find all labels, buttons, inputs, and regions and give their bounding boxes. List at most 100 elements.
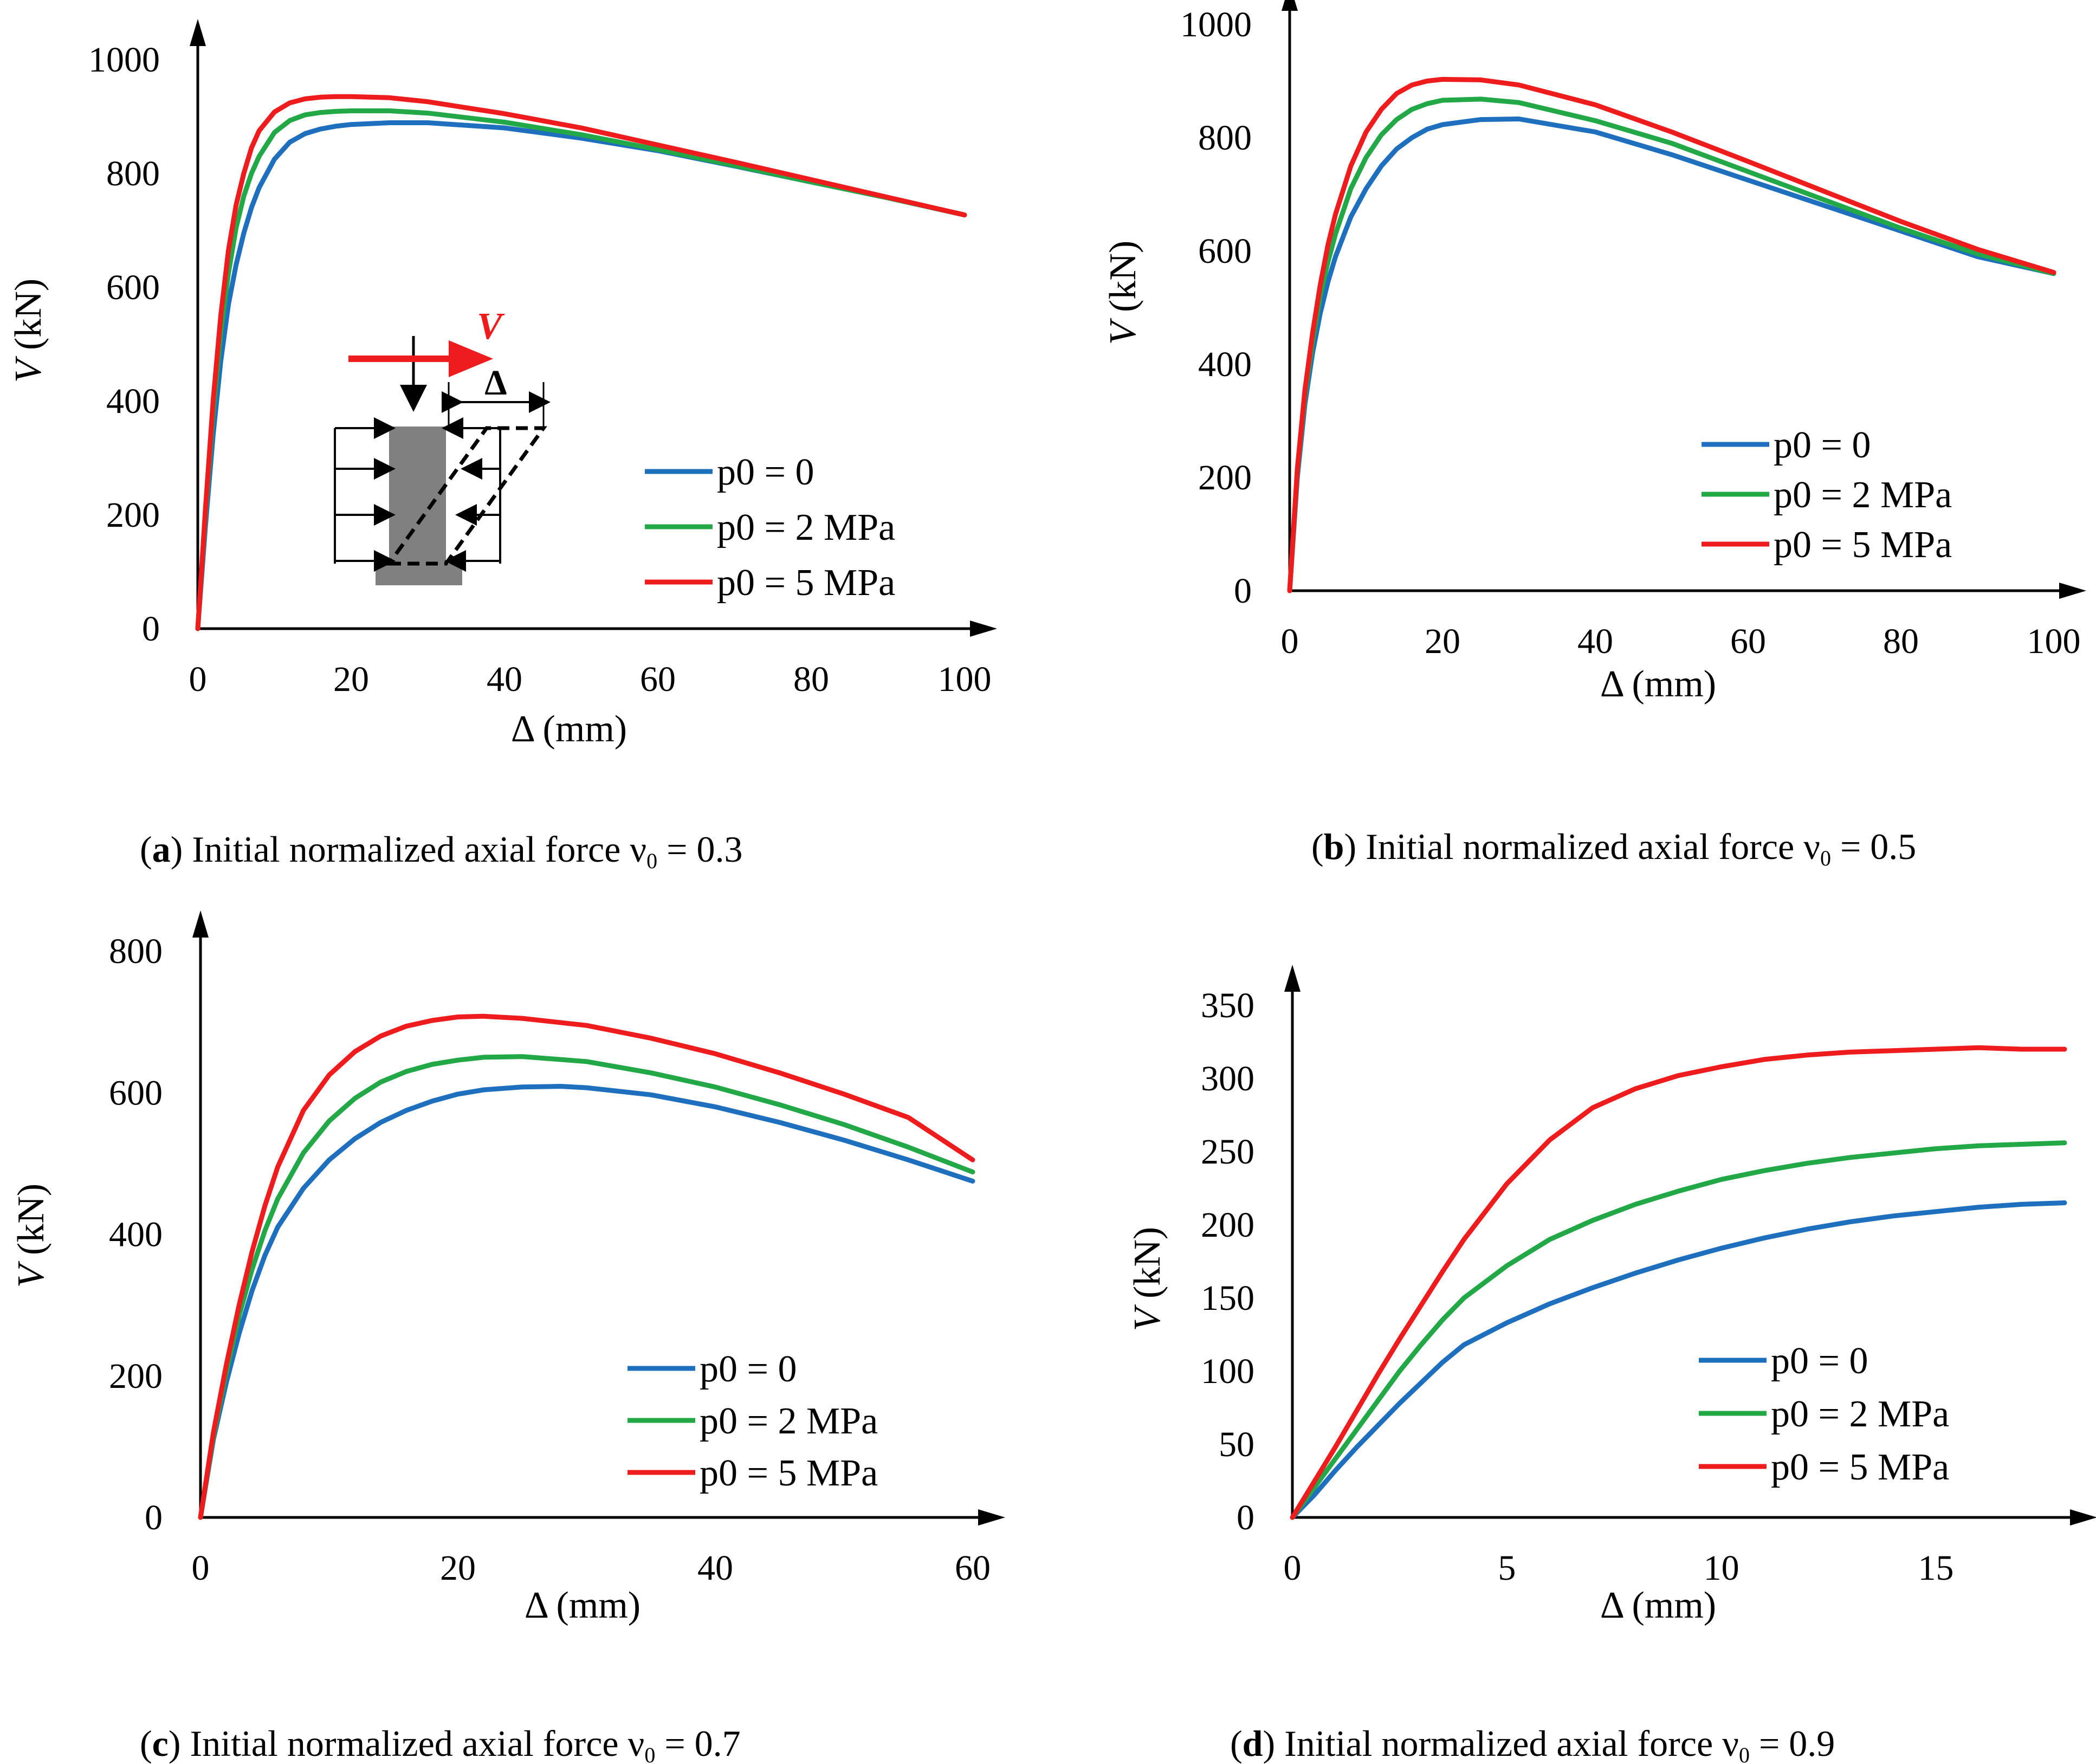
- y-tick-label: 800: [106, 154, 160, 193]
- series-line-2: [195, 108, 967, 631]
- column-schematic-inset: V Δ: [334, 306, 551, 585]
- x-tick-label: 20: [1425, 622, 1460, 661]
- y-axis-arrowhead: [190, 19, 206, 46]
- x-tick-label: 40: [697, 1548, 733, 1588]
- x-tick-label: 0: [1281, 622, 1299, 661]
- y-axis-label: V (kN): [1127, 1227, 1168, 1331]
- panel-caption-a: (a) Initial normalized axial force ν0 = …: [140, 829, 742, 873]
- y-tick-label: 1000: [1180, 5, 1252, 44]
- y-tick-label: 600: [106, 268, 160, 307]
- x-axis-arrowhead: [978, 1509, 1005, 1526]
- series-line-3: [198, 1013, 975, 1520]
- right-pressure-arrows: [442, 417, 500, 572]
- y-tick-label: 0: [1234, 571, 1252, 611]
- y-tick-label: 150: [1201, 1278, 1254, 1318]
- x-axis-arrowhead: [970, 621, 997, 637]
- x-tick-label: 60: [640, 660, 676, 699]
- y-tick-label: 400: [109, 1215, 163, 1255]
- y-axis-arrowhead: [192, 910, 209, 938]
- y-tick-label: 200: [109, 1356, 163, 1396]
- y-tick-label: 0: [1237, 1498, 1254, 1537]
- y-tick-label: 200: [1198, 458, 1252, 497]
- series-line-3: [1290, 1045, 2067, 1520]
- y-tick-label: 100: [1201, 1352, 1254, 1391]
- x-tick-label: 0: [1284, 1548, 1302, 1588]
- column-base: [376, 564, 462, 585]
- y-tick-label: 800: [109, 932, 163, 971]
- panel-caption-c: (c) Initial normalized axial force ν0 = …: [140, 1723, 741, 1764]
- y-tick-label: 200: [1201, 1205, 1254, 1245]
- x-axis-arrowhead: [2059, 583, 2086, 599]
- x-axis-label: Δ (mm): [1600, 663, 1716, 705]
- x-tick-label: 80: [793, 660, 829, 699]
- y-tick-label: 800: [1198, 118, 1252, 158]
- series-line-1: [1287, 117, 2056, 593]
- x-tick-label: 20: [333, 660, 369, 699]
- legend-label-2: p0 = 2 MPa: [700, 1400, 878, 1442]
- left-pressure-arrows: [335, 417, 396, 572]
- y-tick-label: 250: [1201, 1132, 1254, 1172]
- series-line-1: [1290, 1200, 2067, 1520]
- series-line-1: [195, 120, 967, 631]
- x-tick-label: 60: [1730, 622, 1766, 661]
- x-tick-label: 60: [955, 1548, 991, 1588]
- y-tick-label: 0: [145, 1498, 163, 1537]
- y-axis-arrowhead: [1284, 965, 1301, 992]
- shear-force-label: V: [477, 306, 505, 347]
- y-axis-label: V (kN): [10, 1184, 52, 1288]
- legend-label-3: p0 = 5 MPa: [1774, 524, 1952, 566]
- x-tick-label: 40: [487, 660, 522, 699]
- series-line-2: [1287, 96, 2056, 593]
- x-tick-label: 100: [2027, 622, 2081, 661]
- x-axis-label: Δ (mm): [525, 1585, 641, 1626]
- legend-label-1: p0 = 0: [717, 451, 814, 493]
- legend-label-3: p0 = 5 MPa: [700, 1452, 878, 1494]
- x-tick-label: 20: [440, 1548, 476, 1588]
- x-tick-label: 15: [1918, 1548, 1954, 1588]
- y-tick-label: 0: [142, 609, 160, 649]
- shear-force-arrow-head: [449, 340, 493, 377]
- legend-label-1: p0 = 0: [700, 1348, 797, 1390]
- panel-caption-b: (b) Initial normalized axial force ν0 = …: [1311, 826, 1916, 870]
- legend-label-3: p0 = 5 MPa: [717, 562, 895, 604]
- x-tick-label: 0: [192, 1548, 210, 1588]
- y-tick-label: 350: [1201, 986, 1254, 1025]
- x-tick-label: 100: [938, 660, 992, 699]
- legend-label-1: p0 = 0: [1771, 1340, 1868, 1382]
- y-tick-label: 400: [106, 382, 160, 421]
- y-tick-label: 600: [1198, 231, 1252, 271]
- series-line-3: [1287, 76, 2056, 593]
- x-axis-label: Δ (mm): [511, 708, 627, 750]
- x-tick-label: 0: [189, 660, 207, 699]
- y-axis-label: V (kN): [1102, 241, 1144, 345]
- x-axis-label: Δ (mm): [1600, 1585, 1716, 1626]
- series-line-3: [195, 94, 967, 631]
- y-axis-label: V (kN): [8, 279, 49, 383]
- legend-label-2: p0 = 2 MPa: [1774, 474, 1952, 516]
- y-axis-arrowhead: [1282, 0, 1298, 11]
- y-tick-label: 200: [106, 495, 160, 535]
- legend-label-2: p0 = 2 MPa: [717, 507, 895, 548]
- y-tick-label: 300: [1201, 1059, 1254, 1099]
- series-line-2: [198, 1054, 975, 1520]
- panel-caption-d: (d) Initial normalized axial force ν0 = …: [1230, 1723, 1835, 1764]
- y-tick-label: 600: [109, 1073, 163, 1113]
- x-tick-label: 5: [1498, 1548, 1516, 1588]
- y-tick-label: 1000: [88, 40, 160, 80]
- x-tick-label: 80: [1883, 622, 1919, 661]
- series-line-1: [198, 1084, 975, 1520]
- x-tick-label: 10: [1704, 1548, 1739, 1588]
- delta-label: Δ: [484, 363, 507, 403]
- series-line-2: [1290, 1140, 2067, 1520]
- legend-label-1: p0 = 0: [1774, 424, 1871, 466]
- legend-label-2: p0 = 2 MPa: [1771, 1393, 1949, 1435]
- y-tick-label: 50: [1219, 1425, 1254, 1464]
- legend-label-3: p0 = 5 MPa: [1771, 1446, 1949, 1488]
- x-tick-label: 40: [1577, 622, 1613, 661]
